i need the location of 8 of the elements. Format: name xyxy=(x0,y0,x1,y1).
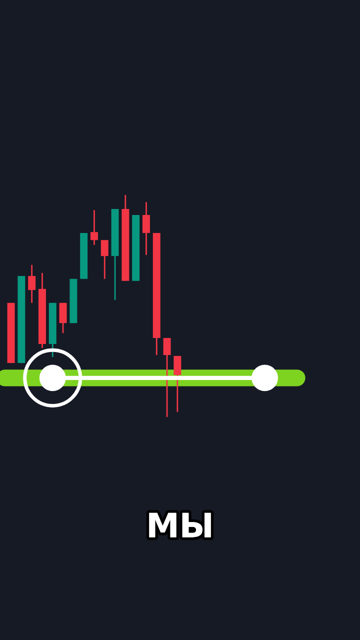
candlestick xyxy=(100,239,108,280)
candlestick xyxy=(90,209,98,246)
candlestick xyxy=(174,355,182,413)
candlestick xyxy=(59,302,67,334)
text: МЫ xyxy=(149,512,211,538)
candlestick xyxy=(163,337,171,418)
candlestick xyxy=(142,201,150,256)
candlestick xyxy=(28,264,36,304)
